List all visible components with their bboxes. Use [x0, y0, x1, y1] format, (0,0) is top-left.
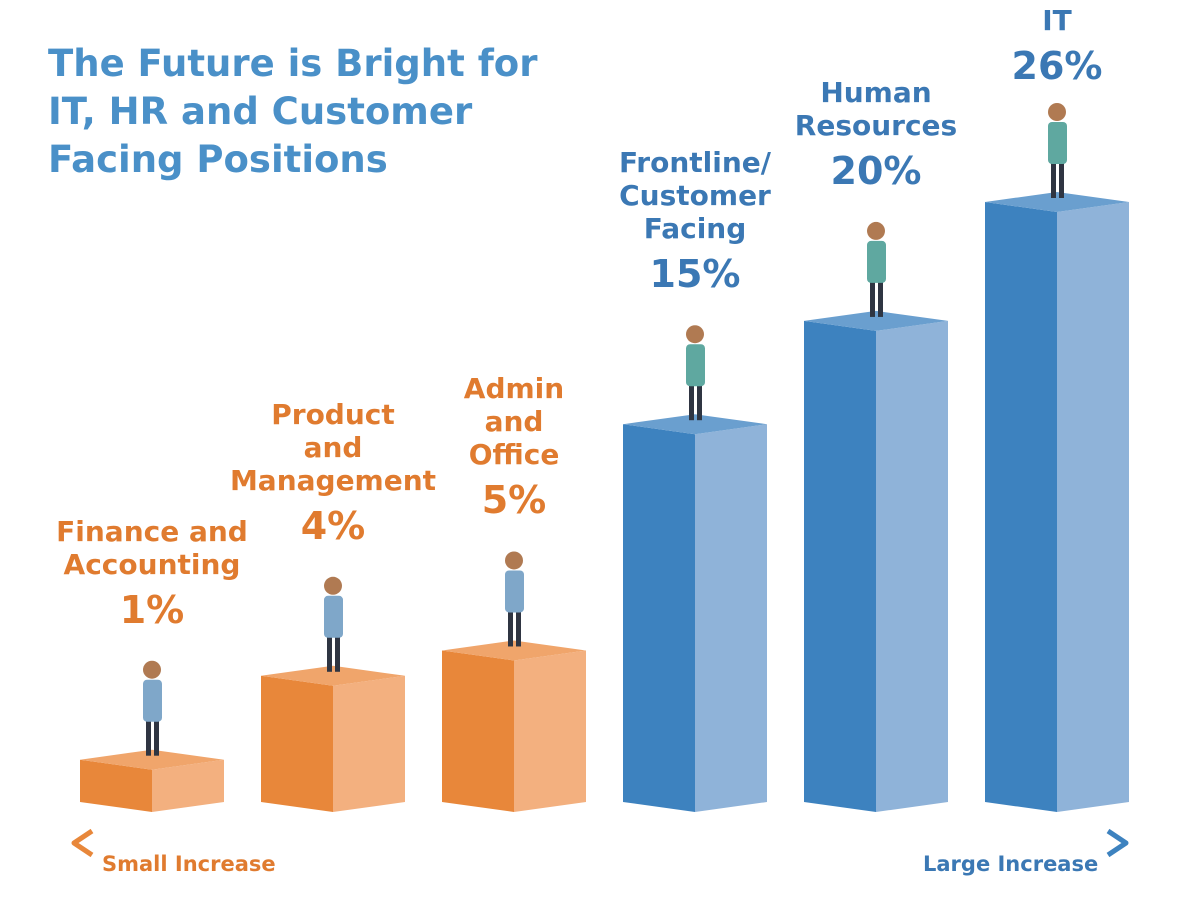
value-label: 4%: [300, 503, 366, 548]
person-head: [867, 221, 885, 240]
person-torso: [867, 240, 886, 283]
bar-top-face: [80, 749, 224, 770]
person-torso: [324, 595, 343, 638]
axis-label-large-increase: Large Increase: [923, 852, 1099, 876]
bar-top-face: [261, 665, 405, 686]
bar-1: [80, 660, 224, 812]
person-torso: [505, 570, 524, 613]
bar-side-face: [876, 320, 948, 812]
person-leg: [146, 719, 151, 756]
person-head: [324, 576, 342, 595]
bar-2: [261, 576, 405, 812]
bar-side-face: [514, 650, 586, 812]
value-label: 15%: [649, 252, 741, 297]
bar-top-face: [985, 192, 1129, 212]
person-figure: [867, 221, 886, 317]
person-figure: [505, 551, 524, 647]
bar-top-face: [804, 310, 948, 331]
bar-front-face: [804, 320, 876, 812]
category-label: Admin and Office: [463, 372, 565, 472]
bar-label-4: Frontline/ Customer Facing 15%: [575, 146, 815, 299]
person-leg: [516, 610, 521, 647]
bar-label-3: Admin and Office 5%: [394, 372, 634, 525]
bar-label-1: Finance and Accounting 1%: [32, 515, 272, 635]
category-label: IT: [1042, 4, 1072, 37]
category-label: Human Resources: [794, 75, 958, 142]
bar-side-face: [333, 675, 405, 812]
bar-3: [442, 551, 586, 812]
category-label: Product and Management: [229, 397, 437, 497]
person-torso: [1048, 122, 1067, 164]
bar-label-2: Product and Management 4%: [213, 398, 453, 551]
person-head: [686, 325, 704, 344]
person-figure: [324, 576, 343, 672]
person-leg: [697, 384, 702, 421]
bar-label-6: IT 26%: [937, 4, 1177, 91]
axis-arrow: [71, 828, 1129, 858]
person-torso: [143, 679, 162, 722]
value-label: 1%: [119, 587, 185, 632]
person-leg: [508, 610, 513, 647]
chart-title: The Future is Bright for IT, HR and Cust…: [48, 42, 538, 181]
bar-label-5: Human Resources 20%: [756, 76, 996, 196]
person-leg: [878, 280, 883, 317]
person-leg: [1051, 162, 1056, 198]
person-leg: [689, 384, 694, 421]
axis-arrowhead-right: [1106, 828, 1129, 858]
person-leg: [1059, 162, 1064, 198]
person-figure: [1048, 103, 1067, 198]
bar-top-face: [623, 414, 767, 435]
bar-front-face: [80, 759, 152, 812]
bar-front-face: [985, 202, 1057, 812]
category-label: Frontline/ Customer Facing: [618, 146, 772, 246]
bar-side-face: [1057, 202, 1129, 812]
value-label: 5%: [481, 478, 547, 523]
person-head: [1048, 103, 1066, 121]
value-label: 26%: [1011, 44, 1103, 88]
category-label: Finance and Accounting: [56, 514, 248, 581]
person-torso: [686, 344, 705, 387]
bar-6: [985, 103, 1129, 812]
bar-front-face: [623, 424, 695, 812]
bar-4: [623, 325, 767, 812]
bar-side-face: [695, 424, 767, 812]
person-figure: [686, 325, 705, 421]
person-leg: [870, 280, 875, 317]
person-figure: [143, 660, 162, 756]
person-leg: [335, 635, 340, 672]
person-head: [505, 551, 523, 570]
bar-side-face: [152, 759, 224, 812]
bar-front-face: [442, 650, 514, 812]
axis-label-small-increase: Small Increase: [102, 852, 276, 876]
person-leg: [327, 635, 332, 672]
person-head: [143, 660, 161, 679]
axis-arrowhead-left: [71, 828, 94, 858]
bar-front-face: [261, 675, 333, 812]
bar-5: [804, 221, 948, 812]
bar-top-face: [442, 640, 586, 661]
person-leg: [154, 719, 159, 756]
value-label: 20%: [830, 148, 922, 193]
